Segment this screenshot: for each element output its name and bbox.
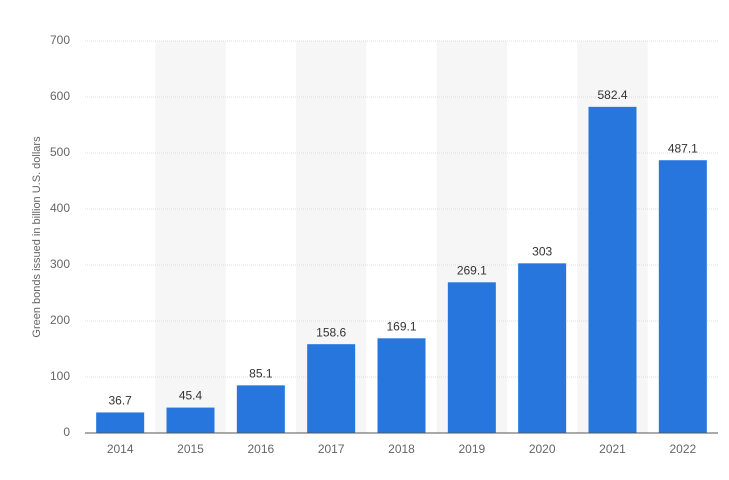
x-tick-label: 2020 xyxy=(529,442,556,456)
value-label: 158.6 xyxy=(316,325,346,339)
value-label: 487.1 xyxy=(668,141,698,155)
band-shade xyxy=(155,41,226,433)
bar xyxy=(588,106,637,433)
bar xyxy=(377,338,426,433)
y-tick-label: 300 xyxy=(50,257,70,271)
value-label: 582.4 xyxy=(597,88,627,102)
bar xyxy=(96,412,145,433)
x-tick-label: 2019 xyxy=(458,442,485,456)
y-tick-label: 0 xyxy=(63,425,70,439)
x-tick-label: 2014 xyxy=(107,442,134,456)
x-tick-label: 2016 xyxy=(247,442,274,456)
bar xyxy=(166,407,215,433)
value-label: 45.4 xyxy=(179,389,203,403)
y-tick-label: 600 xyxy=(50,89,70,103)
y-tick-label: 400 xyxy=(50,201,70,215)
bar xyxy=(447,282,496,433)
bar xyxy=(658,160,707,433)
x-tick-label: 2015 xyxy=(177,442,204,456)
y-tick-label: 200 xyxy=(50,313,70,327)
value-label: 169.1 xyxy=(386,319,416,333)
y-tick-label: 100 xyxy=(50,369,70,383)
value-label: 85.1 xyxy=(249,367,273,381)
y-tick-label: 500 xyxy=(50,145,70,159)
x-tick-label: 2022 xyxy=(669,442,696,456)
x-tick-label: 2017 xyxy=(318,442,345,456)
value-label: 36.7 xyxy=(108,394,132,408)
bar xyxy=(236,385,285,433)
bar xyxy=(518,263,567,433)
x-tick-label: 2018 xyxy=(388,442,415,456)
x-tick-label: 2021 xyxy=(599,442,626,456)
bar xyxy=(307,344,356,433)
value-label: 303 xyxy=(532,244,552,258)
y-axis-label: Green bonds issued in billion U.S. dolla… xyxy=(31,136,43,338)
value-label: 269.1 xyxy=(457,263,487,277)
y-tick-label: 700 xyxy=(50,33,70,47)
